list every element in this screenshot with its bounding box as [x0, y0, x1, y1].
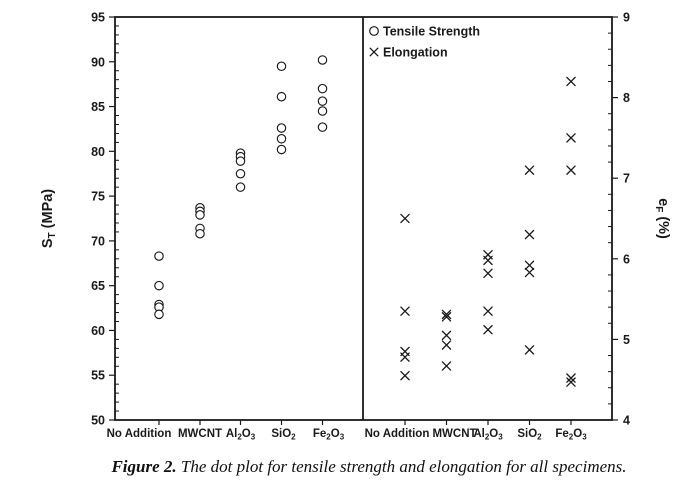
- left-axis-tick-label: 90: [91, 55, 105, 69]
- category-label: Fe2O3: [313, 428, 345, 442]
- category-label: No Addition: [365, 428, 430, 440]
- left-axis-tick-label: 60: [91, 324, 105, 338]
- left-axis-tick-label: 85: [91, 100, 105, 114]
- category-label: MWCNT: [178, 428, 222, 440]
- category-label: SiO2: [271, 428, 296, 442]
- data-point-x: [524, 165, 535, 175]
- right-axis-tick-label: 9: [623, 11, 630, 25]
- category-label: MWCNT: [432, 428, 476, 440]
- legend-x-marker: [369, 47, 379, 57]
- data-point-circle: [235, 168, 246, 179]
- data-point-x: [566, 76, 576, 87]
- left-axis-tick-label: 50: [91, 414, 105, 428]
- plot-frame: [114, 16, 613, 421]
- data-point-circle: [195, 210, 205, 220]
- figure-caption-text: The dot plot for tensile strength and el…: [176, 457, 627, 476]
- data-point-x: [566, 165, 576, 175]
- legend-circle-marker: [369, 26, 379, 36]
- data-point-circle: [276, 61, 287, 72]
- tensile-strength-points: [154, 55, 328, 320]
- data-point-x: [441, 340, 452, 350]
- data-point-x: [441, 309, 452, 320]
- data-point-circle: [235, 182, 246, 192]
- legend-label: Elongation: [383, 46, 448, 60]
- data-point-x: [566, 373, 576, 383]
- data-point-x: [483, 306, 493, 316]
- left-axis-tick-label: 70: [91, 234, 105, 248]
- data-point-circle: [317, 55, 328, 65]
- data-point-x: [566, 133, 576, 143]
- data-point-circle: [276, 91, 287, 102]
- data-point-circle: [235, 156, 246, 166]
- right-axis-title: eF (%): [653, 198, 671, 239]
- data-point-x: [400, 306, 410, 316]
- data-point-x: [524, 267, 535, 278]
- left-axis-tick-label: 75: [91, 190, 105, 204]
- data-point-x: [524, 260, 535, 270]
- legend: Tensile Strength Elongation: [369, 25, 480, 60]
- data-point-circle: [276, 123, 287, 133]
- data-point-circle: [276, 144, 287, 155]
- data-point-circle: [154, 251, 164, 261]
- right-axis-tick-label: 6: [623, 252, 630, 266]
- category-label: Al2O3: [226, 428, 256, 442]
- data-point-circle: [317, 96, 328, 106]
- right-axis-tick-label: 7: [623, 172, 630, 186]
- data-point-x: [483, 324, 493, 335]
- data-point-x: [400, 213, 410, 224]
- data-point-circle: [276, 134, 287, 144]
- category-label: No Addition: [107, 428, 172, 440]
- data-point-x: [524, 345, 535, 355]
- left-axis-tick-label: 55: [91, 369, 105, 383]
- category-label: SiO2: [517, 428, 542, 442]
- elongation-points: [400, 76, 576, 387]
- category-label: Fe2O3: [555, 428, 587, 442]
- figure-caption-prefix: Figure 2.: [111, 457, 177, 476]
- left-axis-tick-label: 80: [91, 145, 105, 159]
- data-point-x: [566, 377, 576, 387]
- left-axis-tick-label: 95: [91, 11, 105, 25]
- data-point-circle: [317, 83, 328, 94]
- data-point-circle: [154, 280, 164, 291]
- left-axis: 95 90 85 80 75 70 65 60 55 50 ST (MPa): [40, 11, 119, 428]
- data-point-x: [400, 352, 410, 362]
- left-axis-title: ST (MPa): [40, 189, 58, 248]
- data-point-x: [400, 370, 410, 381]
- right-axis-tick-label: 5: [623, 333, 630, 347]
- data-point-circle: [154, 309, 164, 320]
- right-axis-tick-label: 4: [623, 414, 630, 428]
- data-point-x: [441, 330, 452, 341]
- data-point-circle: [317, 106, 328, 116]
- data-point-x: [483, 268, 493, 279]
- left-axis-tick-label: 65: [91, 279, 105, 293]
- category-axis: No Addition MWCNT Al2O3 SiO2 Fe2O3 No Additio…: [107, 420, 587, 442]
- data-point-x: [441, 312, 452, 322]
- data-point-x: [524, 229, 535, 240]
- data-point-circle: [195, 228, 205, 239]
- figure-caption: Figure 2. The dot plot for tensile stren…: [0, 451, 696, 477]
- category-label: Al2O3: [473, 428, 503, 442]
- data-point-x: [483, 255, 493, 266]
- right-axis-tick-label: 8: [623, 91, 630, 105]
- data-point-circle: [317, 122, 328, 132]
- right-axis: 9 8 7 6 5 4 eF (%): [608, 11, 671, 428]
- legend-label: Tensile Strength: [383, 25, 480, 39]
- data-point-x: [441, 361, 452, 371]
